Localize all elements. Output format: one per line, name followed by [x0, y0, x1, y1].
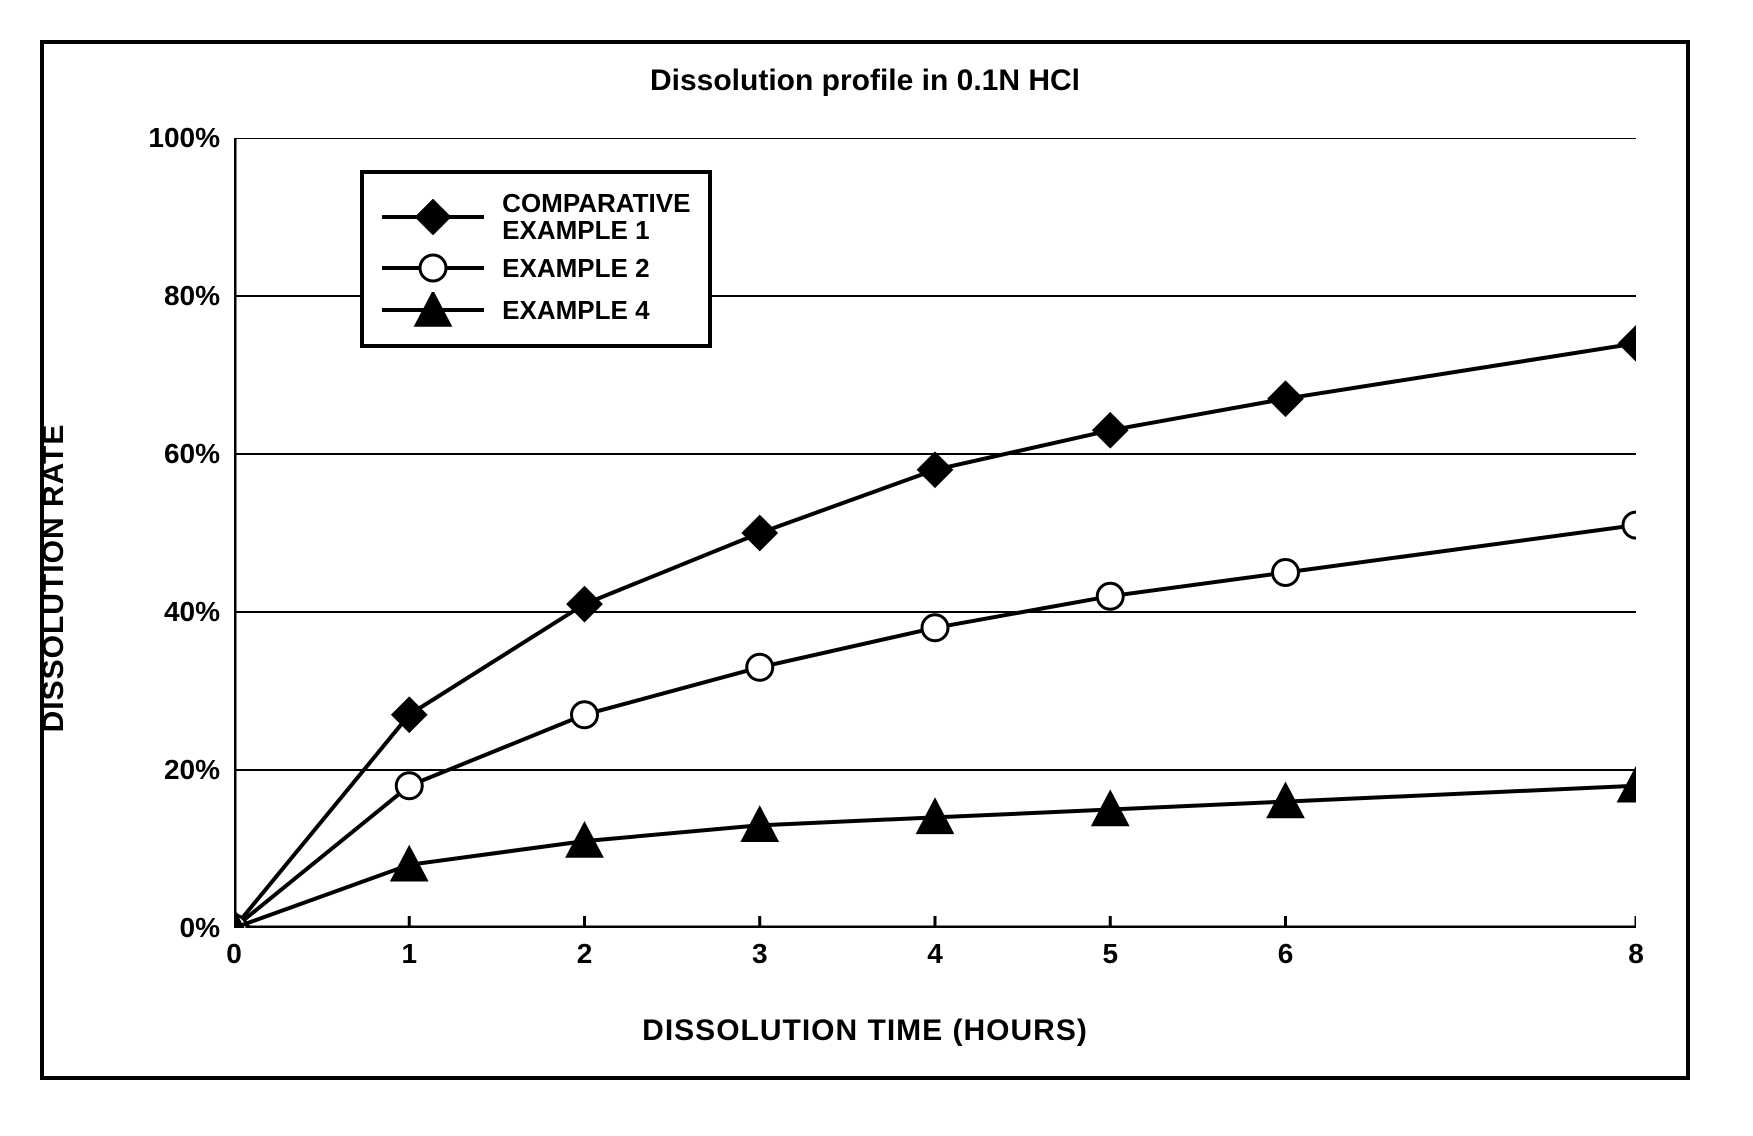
- chart-title: Dissolution profile in 0.1N HCl: [64, 64, 1666, 98]
- legend-label: COMPARATIVE EXAMPLE 1: [502, 190, 690, 245]
- y-tick-label: 60%: [164, 438, 234, 470]
- x-tick-label: 2: [577, 928, 593, 970]
- y-tick-label: 40%: [164, 596, 234, 628]
- legend-item-example_4: EXAMPLE 4: [378, 292, 690, 328]
- y-axis-label: DISSOLUTION RATE: [37, 424, 71, 733]
- x-tick-label: 1: [401, 928, 417, 970]
- chart-container: Dissolution profile in 0.1N HCl DISSOLUT…: [40, 40, 1690, 1080]
- legend: COMPARATIVE EXAMPLE 1 EXAMPLE 2 EXAMPLE 4: [360, 170, 712, 349]
- legend-label: EXAMPLE 4: [502, 297, 649, 324]
- x-tick-label: 6: [1278, 928, 1294, 970]
- y-tick-label: 100%: [148, 122, 234, 154]
- legend-item-example_2: EXAMPLE 2: [378, 250, 690, 286]
- series-example_4: [234, 769, 1636, 928]
- y-tick-label: 80%: [164, 280, 234, 312]
- y-tick-label: 20%: [164, 754, 234, 786]
- legend-label: EXAMPLE 2: [502, 255, 649, 282]
- x-tick-label: 8: [1628, 928, 1644, 970]
- legend-item-comparative_example_1: COMPARATIVE EXAMPLE 1: [378, 190, 690, 245]
- x-tick-label: 3: [752, 928, 768, 970]
- x-tick-label: 4: [927, 928, 943, 970]
- x-axis-label: DISSOLUTION TIME (HOURS): [642, 1014, 1088, 1048]
- x-tick-label: 5: [1102, 928, 1118, 970]
- x-tick-label: 0: [226, 928, 242, 970]
- plot-area: 0%20%40%60%80%100%01234568COMPARATIVE EX…: [234, 138, 1636, 928]
- chart-body: DISSOLUTION RATE DISSOLUTION TIME (HOURS…: [64, 118, 1666, 1038]
- series-example_2: [234, 512, 1636, 928]
